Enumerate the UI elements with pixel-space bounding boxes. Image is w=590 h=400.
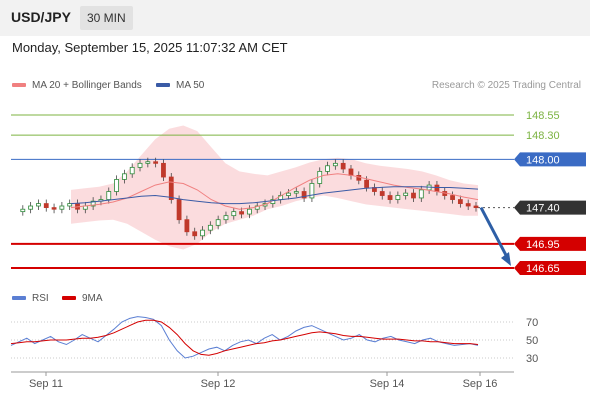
level-tag-146.65 [514, 260, 586, 275]
level-label-148.30: 148.30 [526, 130, 560, 142]
rsi-tick-50: 50 [526, 335, 538, 347]
candle-body [411, 192, 416, 199]
candle-body [129, 166, 135, 175]
rsi-ma-line [10, 319, 479, 356]
interval-button[interactable]: 30 MIN [80, 6, 133, 30]
legend-label: RSI [32, 293, 49, 304]
candle-body [387, 195, 393, 200]
candle-body [418, 189, 424, 199]
forecast-arrow-head [501, 251, 511, 266]
level-tag-146.95 [514, 236, 586, 251]
candle-body [450, 195, 455, 200]
legend-9ma: 9MA [62, 293, 103, 304]
candle-body [161, 162, 166, 178]
candle-body [332, 162, 338, 167]
bollinger-band [71, 125, 478, 250]
level-label-147.40: 147.40 [526, 203, 560, 215]
candle-body [137, 162, 143, 168]
level-label-146.65: 146.65 [526, 263, 560, 275]
candle-body [192, 231, 198, 237]
x-tick-label: Sep 14 [370, 378, 405, 390]
rsi-line [10, 316, 479, 359]
candle-body [168, 176, 174, 200]
candle-body [301, 191, 307, 199]
candle-body [364, 179, 370, 188]
candle-body [286, 192, 291, 196]
credit-text: Research © 2025 Trading Central [431, 80, 581, 91]
candle-body [43, 203, 49, 209]
candle-body [114, 179, 119, 192]
candle-body [239, 211, 244, 215]
candle-body [434, 184, 440, 192]
legend-swatch [156, 83, 170, 88]
legend-swatch [62, 296, 76, 301]
legend-label: 9MA [82, 293, 103, 304]
legend-swatch [12, 296, 26, 301]
candle-body [153, 161, 159, 164]
legend-swatch [12, 83, 26, 88]
candle-body [309, 183, 315, 199]
level-label-146.95: 146.95 [526, 239, 560, 251]
candle-body [348, 168, 354, 176]
level-label-148.55: 148.55 [526, 110, 560, 122]
chart-header: USD/JPY 30 MIN [0, 0, 590, 36]
candle-body [379, 191, 385, 196]
candle-body [403, 192, 409, 196]
candle-body [325, 165, 330, 172]
candle-body [106, 191, 112, 200]
candle-body [473, 205, 479, 209]
candle-body [457, 199, 463, 204]
candle-body [176, 199, 182, 221]
legend-label: MA 50 [176, 80, 205, 91]
candle-body [184, 219, 190, 233]
candle-body [51, 207, 57, 210]
legend-rsi: RSI [12, 293, 49, 304]
candle-body [59, 205, 65, 210]
candle-body [145, 161, 151, 164]
x-tick-label: Sep 12 [201, 378, 236, 390]
candle-body [28, 205, 34, 210]
x-tick-label: Sep 16 [463, 378, 498, 390]
symbol-title: USD/JPY [11, 9, 71, 25]
candle-body [223, 215, 229, 221]
rsi-tick-30: 30 [526, 353, 538, 365]
level-tag-148.00 [514, 152, 586, 167]
candle-body [231, 211, 237, 217]
level-label-148.00: 148.00 [526, 154, 560, 166]
x-tick-label: Sep 11 [29, 378, 63, 390]
forecast-arrow-shaft [479, 206, 510, 260]
rsi-tick-70: 70 [526, 317, 538, 329]
candle-body [36, 203, 41, 207]
candle-body [395, 195, 401, 200]
legend-ma20: MA 20 + Bollinger Bands [12, 80, 142, 91]
candle-body [247, 208, 252, 215]
candle-body [67, 203, 73, 207]
candle-body [121, 173, 127, 180]
candle-body [340, 162, 346, 170]
legend-label: MA 20 + Bollinger Bands [32, 80, 142, 91]
legend-ma50: MA 50 [156, 80, 204, 91]
candle-body [200, 229, 205, 237]
ma20-line [70, 173, 479, 210]
candle-body [293, 191, 299, 194]
candle-body [20, 208, 26, 213]
ma50-line [70, 186, 479, 205]
candle-body [207, 224, 213, 231]
candle-body [465, 203, 471, 207]
candle-body [90, 200, 96, 207]
chart-datetime: Monday, September 15, 2025 11:07:32 AM C… [12, 40, 288, 55]
candle-body [215, 219, 221, 226]
level-tag-147.40 [514, 200, 586, 215]
